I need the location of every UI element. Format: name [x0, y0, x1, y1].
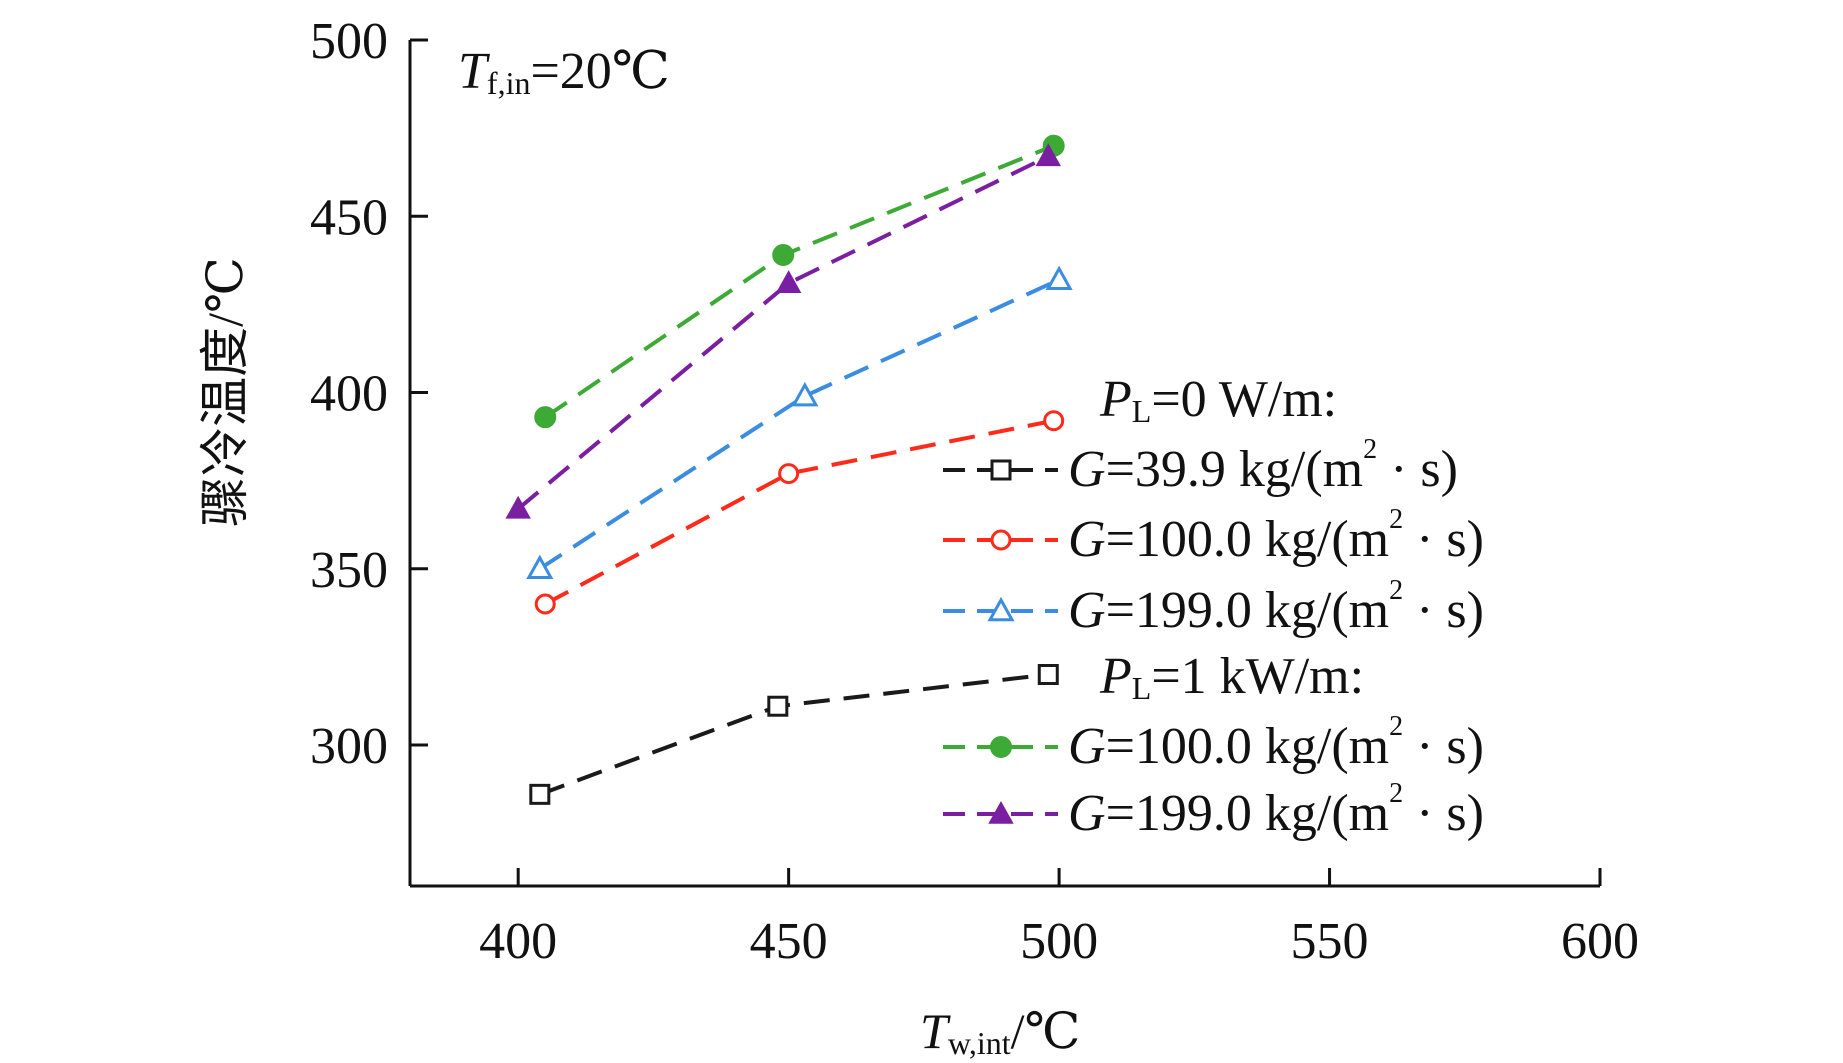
x-tick-label: 550 [1291, 913, 1369, 970]
circle-marker [534, 406, 557, 429]
axes: 400 450 500 550 600 300 350 400 450 500 [310, 13, 1639, 970]
y-axis-title: 骤冷温度/℃ [197, 257, 253, 527]
legend: PL=0 W/m:G=39.9 kg/(m2 · s)G=100.0 kg/(m… [943, 371, 1484, 842]
series-1 [534, 410, 1065, 615]
circle-marker [990, 529, 1012, 551]
x-tick-label: 600 [1561, 913, 1639, 970]
legend-label: G=199.0 kg/(m2 · s) [1068, 778, 1484, 842]
legend-label: G=39.9 kg/(m2 · s) [1068, 434, 1458, 498]
series-layer [505, 134, 1073, 805]
triangle-marker [987, 596, 1015, 622]
series-4 [505, 143, 1061, 519]
circle-marker [778, 463, 800, 485]
x-tick-label: 450 [750, 913, 828, 970]
series-line [538, 277, 1060, 571]
legend-label: G=199.0 kg/(m2 · s) [1068, 575, 1484, 639]
legend-entry: G=100.0 kg/(m2 · s) [943, 504, 1484, 568]
x-tick-label: 500 [1020, 913, 1098, 970]
condition-annotation: Tf,in=20℃ [458, 43, 670, 101]
triangle-marker [1045, 265, 1073, 290]
legend-label: G=100.0 kg/(m2 · s) [1068, 504, 1484, 568]
y-tick-label: 400 [310, 366, 388, 423]
triangle-marker [791, 381, 819, 407]
series-line [539, 672, 1049, 797]
x-axis-title: Tw,int/℃ [920, 1003, 1080, 1061]
legend-entry: G=100.0 kg/(m2 · s) [943, 711, 1484, 775]
square-marker [990, 459, 1012, 481]
x-tick-label: 400 [479, 913, 557, 970]
y-tick-label: 450 [310, 189, 388, 246]
circle-marker [1043, 410, 1065, 432]
y-tick-label: 300 [310, 718, 388, 775]
legend-label: G=100.0 kg/(m2 · s) [1068, 711, 1484, 775]
legend-entry: G=199.0 kg/(m2 · s) [943, 575, 1484, 639]
series-line [516, 154, 1050, 511]
series-0 [529, 664, 1059, 805]
legend-group-title: PL=1 kW/m: [1099, 648, 1364, 706]
triangle-marker [526, 554, 554, 580]
circle-marker [990, 736, 1012, 758]
triangle-marker [775, 270, 802, 294]
triangle-marker [1035, 143, 1061, 167]
triangle-marker [988, 800, 1014, 824]
series-2 [526, 265, 1073, 580]
legend-entry: G=199.0 kg/(m2 · s) [943, 778, 1484, 842]
circle-marker [534, 593, 556, 615]
y-tick-label: 350 [310, 542, 388, 599]
square-marker [767, 695, 789, 717]
triangle-marker [505, 495, 531, 519]
square-marker [1037, 664, 1059, 685]
square-marker [529, 783, 551, 805]
circle-marker [772, 244, 795, 267]
series-3 [534, 134, 1065, 429]
series-line [544, 418, 1055, 606]
y-tick-label: 500 [310, 13, 388, 70]
legend-entry: G=39.9 kg/(m2 · s) [943, 434, 1458, 498]
legend-group-title: PL=0 W/m: [1099, 371, 1337, 429]
series-line [544, 143, 1055, 419]
